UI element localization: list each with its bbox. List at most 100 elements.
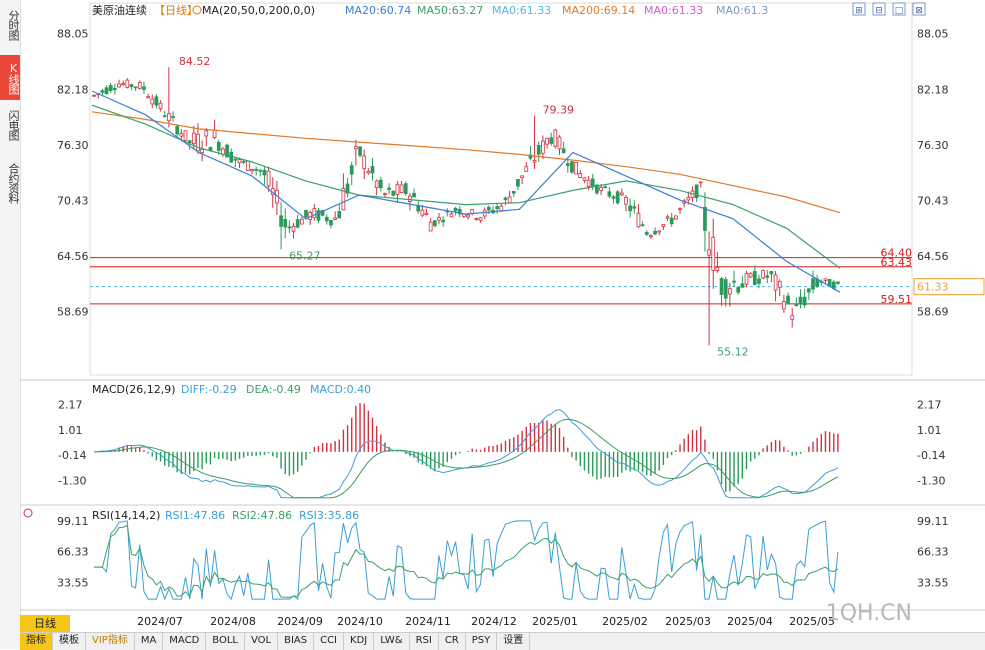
candle-body	[175, 126, 180, 135]
chart-canvas[interactable]: 美原油连续 【日线】 MA(20,50,0,200,0,0) MA20:60.74 MA…	[0, 0, 985, 632]
toolbar-item-8[interactable]: CCI	[314, 633, 345, 650]
x-axis-label: 2024/11	[405, 615, 451, 628]
sidebar-tab-2[interactable]: 闪电图	[7, 110, 20, 140]
period-label[interactable]: 日线	[20, 615, 70, 632]
rsi-title: RSI(14,14,2)	[92, 509, 160, 522]
candle-body	[628, 205, 632, 212]
candle-body	[798, 296, 803, 305]
candle-body	[162, 115, 167, 118]
close-icon[interactable]	[912, 2, 926, 16]
candle-body	[370, 166, 375, 174]
candle-body	[474, 218, 479, 220]
candle-body	[266, 170, 271, 187]
macd-y-tick: 2.17	[917, 398, 942, 411]
candle-body	[395, 184, 400, 196]
candle-body	[183, 130, 188, 141]
candle-body	[786, 295, 790, 304]
candle-body	[200, 148, 204, 154]
toolbar-item-0[interactable]: 指标	[20, 633, 53, 650]
candle-body	[495, 206, 500, 210]
candle-body	[133, 86, 138, 89]
candle-body	[478, 217, 483, 221]
candle-body	[790, 315, 795, 320]
ma-value: MA20:60.74	[345, 4, 411, 17]
x-axis-label: 2025/01	[532, 615, 578, 628]
candle-body	[632, 206, 637, 209]
candle-body	[412, 192, 416, 198]
rsi-value: RSI3:35.86	[299, 509, 359, 522]
hline-label: 59.51	[881, 293, 913, 306]
instrument-name: 美原油连续	[92, 3, 147, 17]
candle-body	[283, 219, 288, 228]
ma-value: MA0:61.3	[716, 4, 768, 17]
toolbar-item-2[interactable]: VIP指标	[86, 633, 135, 650]
candle-body	[154, 96, 159, 106]
x-axis-label: 2024/07	[137, 615, 183, 628]
toolbar-item-9[interactable]: KDJ	[344, 633, 375, 650]
toolbar-item-7[interactable]: BIAS	[278, 633, 315, 650]
sidebar-tab-1[interactable]: K线图	[0, 55, 20, 100]
candle-body	[187, 140, 192, 144]
toolbar-item-10[interactable]: LW&	[374, 633, 410, 650]
candle-body	[703, 206, 707, 231]
sidebar-tab-0[interactable]: 分时图	[7, 10, 20, 40]
candle-body	[694, 184, 699, 199]
toolbar-item-14[interactable]: 设置	[497, 633, 531, 650]
candle-body	[358, 146, 362, 156]
y-tick-left: 88.05	[57, 28, 89, 41]
y-tick-left: 76.30	[57, 139, 89, 152]
maximize-icon-glyph: □	[895, 6, 904, 16]
candle-body	[300, 218, 304, 225]
toolbar-item-3[interactable]: MA	[135, 633, 164, 650]
candle-body	[823, 278, 828, 281]
sidebar-tab-3[interactable]: 合约资料	[7, 162, 20, 203]
candle-body	[715, 267, 720, 271]
ma-value: MA200:69.14	[562, 4, 635, 17]
toolbar-item-6[interactable]: VOL	[245, 633, 279, 650]
candle-body	[324, 216, 329, 222]
candle-body	[108, 85, 113, 92]
macd-value: DEA:-0.49	[246, 383, 301, 396]
candle-body	[329, 220, 333, 226]
toolbar-item-4[interactable]: MACD	[163, 633, 207, 650]
candle-body	[337, 211, 342, 219]
toolbar-item-11[interactable]: RSI	[410, 633, 439, 650]
toolbar-item-1[interactable]: 模板	[53, 633, 86, 650]
expand-icon[interactable]	[852, 2, 866, 16]
candle-body	[312, 208, 317, 218]
candle-body	[599, 187, 603, 191]
candle-body	[678, 208, 682, 211]
candle-body	[216, 141, 221, 151]
candle-body	[137, 82, 142, 89]
candle-body	[437, 217, 441, 221]
toolbar-item-5[interactable]: BOLL	[206, 633, 245, 650]
macd-y-tick: -0.14	[917, 449, 945, 462]
rsi-y-tick: 66.33	[57, 546, 89, 559]
candle-body	[649, 235, 653, 238]
toolbar-item-12[interactable]: CR	[439, 633, 466, 650]
restore-icon[interactable]	[872, 2, 886, 16]
candle-body	[432, 220, 437, 227]
candle-body	[732, 280, 736, 283]
candle-body	[121, 83, 126, 86]
maximize-icon[interactable]	[892, 2, 906, 16]
close-icon-glyph: ⊠	[915, 6, 923, 16]
candle-body	[117, 83, 121, 88]
candle-body	[590, 178, 595, 187]
toolbar-item-13[interactable]: PSY	[466, 633, 498, 650]
x-axis-label: 2024/10	[337, 615, 383, 628]
macd-value: MACD:0.40	[310, 383, 371, 396]
ma-legend: MA(20,50,0,200,0,0)	[202, 4, 315, 17]
candle-body	[179, 133, 184, 137]
candle-body	[241, 160, 246, 163]
rsi-value: RSI2:47.86	[232, 509, 292, 522]
candle-body	[354, 146, 358, 150]
price-panel-frame	[89, 2, 913, 376]
candle-body	[333, 217, 337, 220]
candle-body	[466, 214, 470, 218]
candle-body	[341, 188, 346, 211]
y-tick-right: 76.30	[917, 139, 949, 152]
candle-body	[453, 207, 458, 212]
x-axis-label: 2025/04	[727, 615, 773, 628]
current-price-box	[913, 278, 985, 296]
